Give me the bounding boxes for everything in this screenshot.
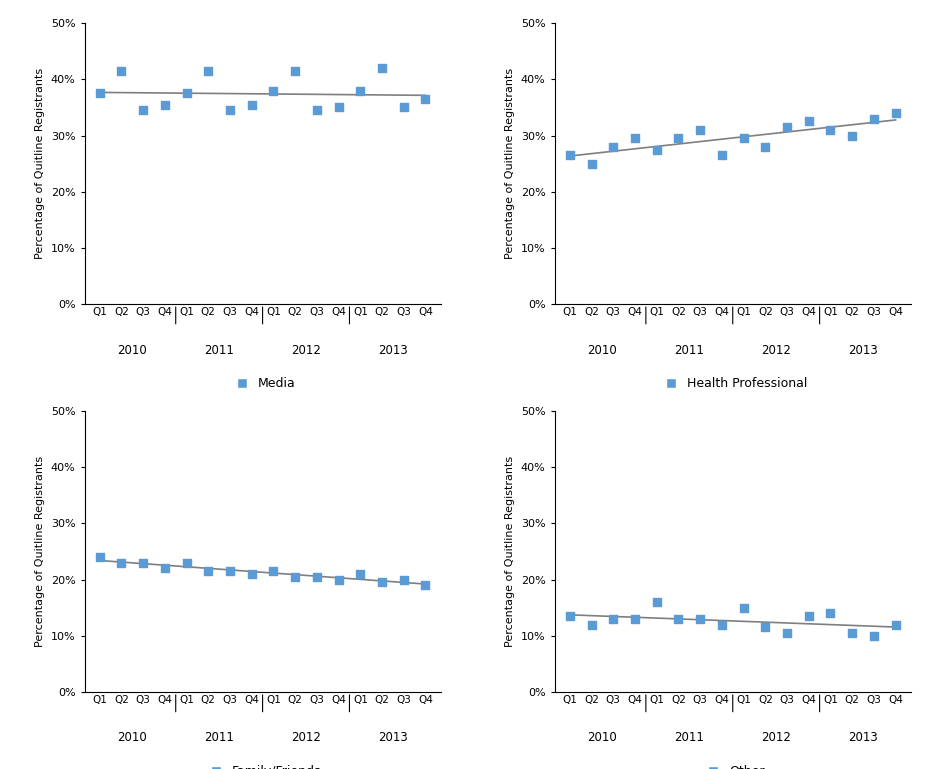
Point [649, 596, 664, 608]
Point [92, 87, 107, 99]
Point [867, 112, 882, 125]
Point [135, 557, 150, 569]
Point [353, 85, 368, 97]
Text: 2012: 2012 [291, 344, 321, 357]
Y-axis label: Percentage of Quitline Registrants: Percentage of Quitline Registrants [505, 456, 516, 647]
Legend: Media: Media [224, 372, 300, 395]
Point [92, 551, 107, 564]
Text: 2011: 2011 [674, 731, 704, 744]
Point [562, 149, 577, 161]
Point [845, 627, 860, 639]
Point [135, 104, 150, 116]
Y-axis label: Percentage of Quitline Registrants: Percentage of Quitline Registrants [35, 456, 45, 647]
Point [801, 610, 816, 622]
Text: 2010: 2010 [588, 731, 617, 744]
Point [888, 107, 903, 119]
Point [179, 557, 194, 569]
Point [801, 115, 816, 128]
Text: 2010: 2010 [117, 344, 147, 357]
Point [736, 601, 751, 614]
Point [693, 124, 708, 136]
Point [266, 565, 281, 578]
Point [736, 132, 751, 145]
Point [266, 85, 281, 97]
Point [671, 132, 686, 145]
Text: 2013: 2013 [848, 731, 878, 744]
Point [287, 571, 302, 583]
Point [331, 102, 346, 114]
Point [671, 613, 686, 625]
Point [396, 574, 411, 586]
Point [823, 124, 838, 136]
Point [244, 568, 259, 580]
Point [779, 121, 794, 133]
Point [244, 98, 259, 111]
Point [779, 627, 794, 639]
Point [584, 618, 599, 631]
Text: 2013: 2013 [378, 731, 408, 744]
Point [606, 613, 621, 625]
Text: 2010: 2010 [588, 344, 617, 357]
Point [309, 571, 324, 583]
Text: 2011: 2011 [674, 344, 704, 357]
Point [158, 562, 173, 574]
Legend: Other: Other [696, 761, 770, 769]
Point [158, 98, 173, 111]
Point [353, 568, 368, 580]
Point [758, 141, 773, 153]
Point [309, 104, 324, 116]
Text: 2012: 2012 [762, 344, 792, 357]
Point [758, 621, 773, 634]
Text: 2013: 2013 [848, 344, 878, 357]
Point [823, 608, 838, 620]
Legend: Health Professional: Health Professional [654, 372, 812, 395]
Point [201, 65, 216, 77]
Y-axis label: Percentage of Quitline Registrants: Percentage of Quitline Registrants [505, 68, 516, 259]
Point [114, 65, 129, 77]
Point [375, 62, 390, 74]
Text: 2011: 2011 [204, 731, 234, 744]
Point [201, 565, 216, 578]
Point [223, 104, 238, 116]
Point [693, 613, 708, 625]
Point [331, 574, 346, 586]
Point [114, 557, 129, 569]
Point [845, 129, 860, 141]
Point [715, 618, 730, 631]
Point [179, 87, 194, 99]
Point [606, 141, 621, 153]
Text: 2012: 2012 [291, 731, 321, 744]
Text: 2010: 2010 [117, 731, 147, 744]
Point [287, 65, 302, 77]
Point [562, 610, 577, 622]
Point [396, 102, 411, 114]
Text: 2012: 2012 [762, 731, 792, 744]
Point [627, 132, 642, 145]
Point [649, 143, 664, 155]
Text: 2011: 2011 [204, 344, 234, 357]
Point [627, 613, 642, 625]
Legend: Family/Friends: Family/Friends [198, 761, 327, 769]
Point [223, 565, 238, 578]
Point [418, 93, 433, 105]
Point [715, 149, 730, 161]
Text: 2013: 2013 [378, 344, 408, 357]
Point [418, 579, 433, 591]
Point [584, 158, 599, 170]
Point [888, 618, 903, 631]
Point [867, 630, 882, 642]
Point [375, 576, 390, 588]
Y-axis label: Percentage of Quitline Registrants: Percentage of Quitline Registrants [35, 68, 45, 259]
